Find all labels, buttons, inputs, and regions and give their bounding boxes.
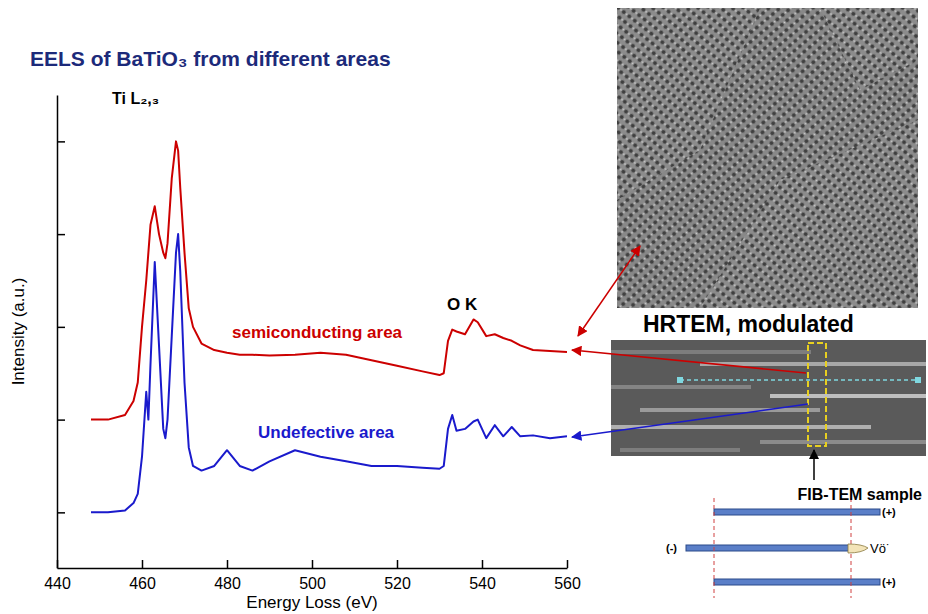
hrtem-domain <box>700 120 918 308</box>
y-axis-title: Intensity (a.u.) <box>9 278 28 386</box>
arrow <box>572 404 808 437</box>
schematic <box>686 498 880 598</box>
hrtem-domain <box>617 8 760 200</box>
scan-end <box>677 377 683 383</box>
fib-streak <box>770 394 926 398</box>
x-tick-mark <box>312 560 314 568</box>
arrow <box>572 350 806 373</box>
x-tick: 500 <box>299 560 326 592</box>
y-tick-mark <box>57 327 65 329</box>
boundary-line <box>714 498 715 598</box>
y-tick <box>57 327 65 328</box>
y-tick-mark <box>57 141 65 143</box>
fib-streak <box>640 408 820 412</box>
annotation: FIB-TEM sample <box>798 486 923 503</box>
annotation: Ti L₂,₃ <box>112 90 159 107</box>
arrow <box>813 450 815 480</box>
x-tick: 520 <box>384 560 411 592</box>
x-tick-mark <box>567 560 569 568</box>
x-tick: 480 <box>214 560 241 592</box>
hrtem-domain <box>820 8 918 90</box>
fib-frame <box>611 340 926 456</box>
fib-streak <box>760 440 926 444</box>
x-tick-label: 460 <box>129 575 156 592</box>
y-axis <box>57 96 65 569</box>
arrow <box>578 246 640 336</box>
spectrum-line <box>91 141 567 419</box>
hrtem-frame <box>617 8 918 308</box>
plot-area <box>91 141 567 512</box>
x-tick-mark <box>482 560 484 568</box>
x-tick-mark <box>397 560 399 568</box>
x-axis: 440 460 480 500 520 540 560 <box>44 560 581 592</box>
x-tick-label: 560 <box>554 575 581 592</box>
chart-title: EELS of BaTiO₃ from different areas <box>30 47 391 70</box>
y-tick <box>57 512 65 513</box>
y-tick <box>57 234 65 235</box>
annotation: (+) <box>882 506 896 518</box>
annotation: HRTEM, modulated <box>643 311 854 337</box>
x-tick-label: 480 <box>214 575 241 592</box>
spectrum-line <box>91 234 567 512</box>
figure: EELS of BaTiO₃ from different areas 440 46… <box>0 0 928 614</box>
fib-streak <box>611 385 751 389</box>
y-tick-mark <box>57 512 65 514</box>
plate <box>714 509 880 515</box>
annotation: (+) <box>882 576 896 588</box>
annotation: (-) <box>666 542 677 554</box>
x-tick-mark <box>227 560 229 568</box>
scan-line <box>680 379 918 381</box>
fib-sample-box <box>808 343 826 446</box>
y-tick <box>57 141 65 142</box>
plate <box>686 545 850 551</box>
hrtem-image <box>617 8 918 308</box>
x-tick-label: 500 <box>299 575 326 592</box>
x-axis-title: Energy Loss (eV) <box>246 593 377 612</box>
x-tick-label: 440 <box>44 575 71 592</box>
x-tick-mark <box>142 560 144 568</box>
fib-image <box>611 340 926 456</box>
x-tick-label: 540 <box>469 575 496 592</box>
x-tick-label: 520 <box>384 575 411 592</box>
fib-streak <box>620 448 740 452</box>
x-tick: 540 <box>469 560 496 592</box>
plate <box>714 579 880 585</box>
x-tick: 560 <box>554 560 581 592</box>
fib-streak <box>611 350 811 354</box>
vacancy-blob <box>848 544 868 553</box>
y-tick-mark <box>57 234 65 236</box>
scan-end <box>915 377 921 383</box>
series-label: Undefective area <box>258 423 395 442</box>
series-label: semiconducting area <box>232 323 403 342</box>
x-tick: 460 <box>129 560 156 592</box>
y-axis-line <box>57 96 59 569</box>
annotation: Vö˙ <box>870 541 890 556</box>
y-tick <box>57 420 65 421</box>
y-tick-mark <box>57 419 65 421</box>
annotation: O K <box>447 295 478 314</box>
